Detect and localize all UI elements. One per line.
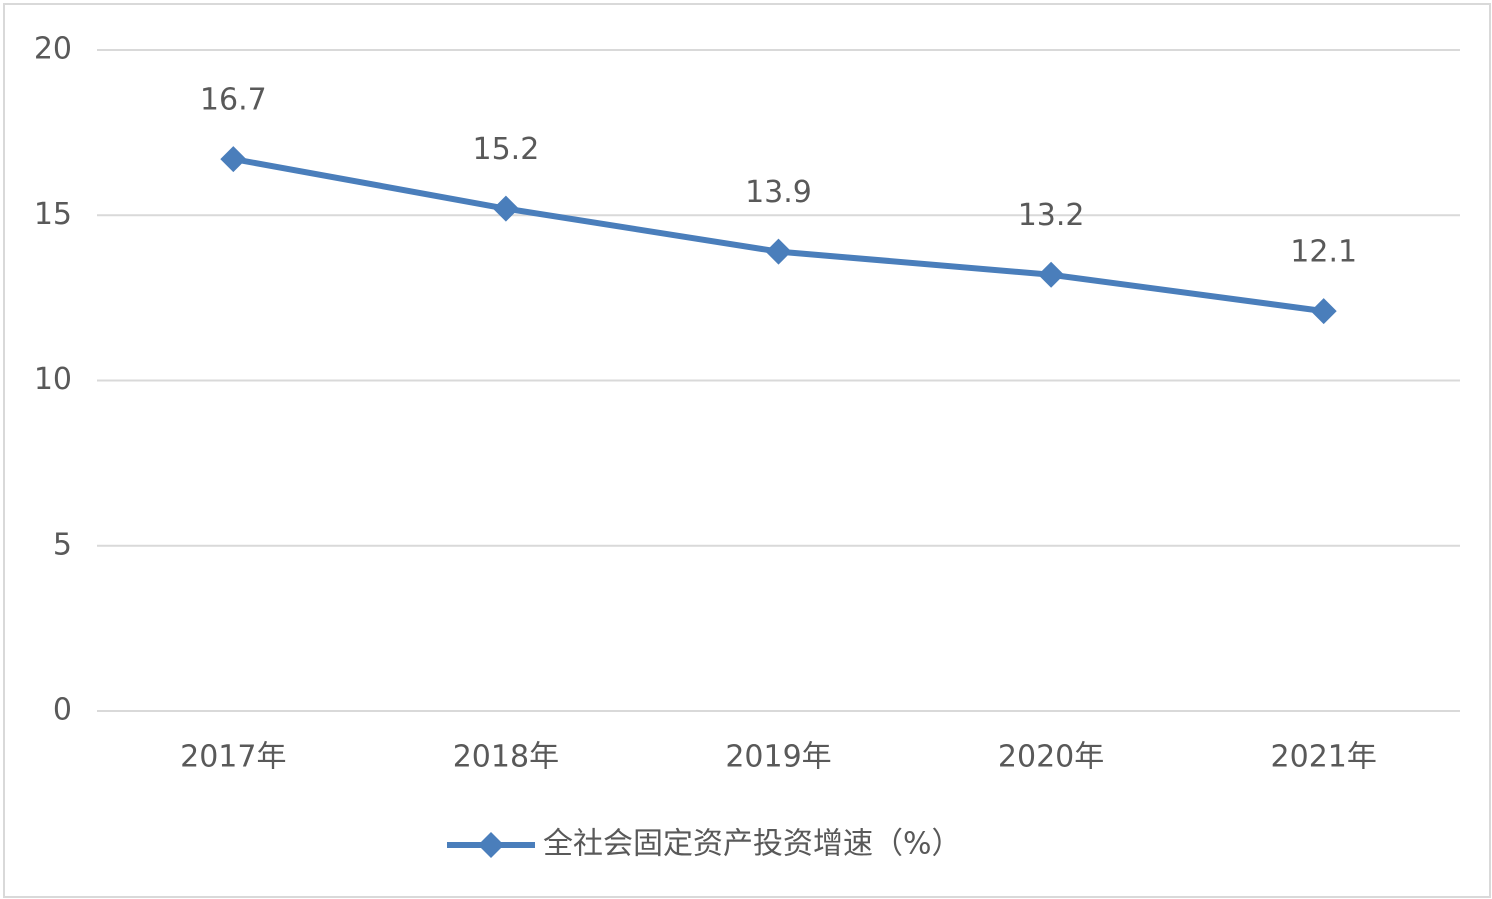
point-marker [220,146,247,173]
y-tick-label: 20 [34,32,72,67]
point-marker [765,238,792,265]
x-tick-label: 2019年 [725,740,831,775]
x-tick-label: 2018年 [453,740,559,775]
data-label: 13.2 [1018,198,1085,233]
point-marker [1038,261,1065,288]
y-tick-label: 10 [34,362,72,397]
x-tick-label: 2017年 [180,740,286,775]
data-label: 16.7 [200,83,267,118]
data-label: 15.2 [473,132,540,167]
y-tick-label: 0 [53,693,72,728]
y-tick-label: 15 [34,197,72,232]
x-tick-label: 2020年 [998,740,1104,775]
point-marker [1310,298,1337,325]
y-tick-label: 5 [53,527,72,562]
chart-frame [3,3,1491,898]
x-tick-label: 2021年 [1271,740,1377,775]
data-label: 13.9 [745,175,812,210]
legend-marker [478,832,504,858]
legend-label: 全社会固定资产投资增速（%） [543,827,962,862]
point-marker [492,195,519,222]
data-label: 12.1 [1290,235,1357,270]
